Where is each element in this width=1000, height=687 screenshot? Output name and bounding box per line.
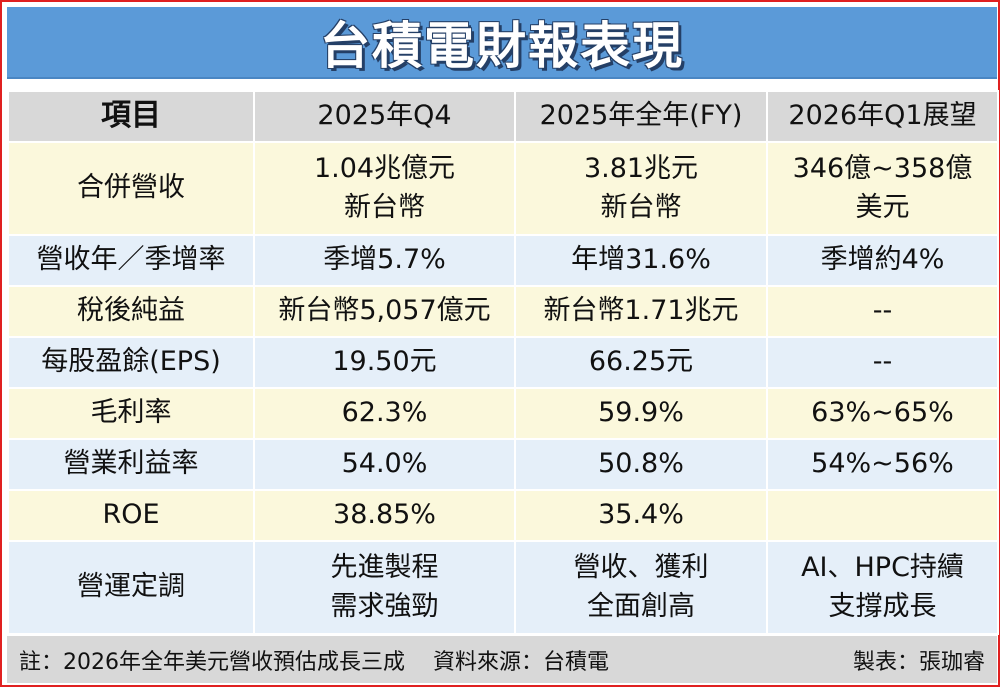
table-row-revenue: 合併營收 1.04兆億元 新台幣 3.81兆元 新台幣 346億~358億 美元 [7,141,999,236]
cell-q4: 先進製程 需求強勁 [253,540,516,635]
cell-line: 1.04兆億元 [313,153,456,185]
row-label: 合併營收 [7,141,255,236]
cell-line: 3.81兆元 [583,153,699,185]
table-row-net-income: 稅後純益 新台幣5,057億元 新台幣1.71兆元 -- [7,285,999,338]
table-row-roe: ROE 38.85% 35.4% [7,489,999,542]
cell-fy: 營收、獲利 全面創高 [514,540,768,635]
row-label: ROE [7,489,255,542]
cell-q4: 新台幣5,057億元 [253,285,516,338]
table-row-operating-margin: 營業利益率 54.0% 50.8% 54%~56% [7,438,999,491]
cell-fy: 50.8% [514,438,768,491]
row-label: 營業利益率 [7,438,255,491]
cell-line: 新台幣 [344,191,425,223]
cell-q1 [766,489,999,542]
cell-fy: 66.25元 [514,336,768,389]
cell-q4: 19.50元 [253,336,516,389]
cell-q1: AI、HPC持續 支撐成長 [766,540,999,635]
row-label: 稅後純益 [7,285,255,338]
table-header-row: 項目 2025年Q4 2025年全年(FY) 2026年Q1展望 [7,90,999,143]
source-credit: 資料來源：台積電 [433,649,610,675]
page-title: 台積電財報表現 [320,17,684,75]
cell-q1: 346億~358億 美元 [766,141,999,236]
footer-left: 註：2026年全年美元營收預估成長三成 資料來源：台積電 [19,644,637,676]
column-header-item: 項目 [7,90,255,143]
cell-q4: 54.0% [253,438,516,491]
cell-line: 全面創高 [587,590,695,622]
footer-notes: 註：2026年全年美元營收預估成長三成 資料來源：台積電 製表：張珈睿 [7,636,997,683]
cell-fy: 3.81兆元 新台幣 [514,141,768,236]
column-header-2025-q4: 2025年Q4 [253,90,516,143]
cell-fy: 新台幣1.71兆元 [514,285,768,338]
table-maker-credit: 製表：張珈睿 [852,649,985,675]
cell-q4: 38.85% [253,489,516,542]
cell-line: AI、HPC持續 [801,552,964,584]
cell-line: 美元 [855,191,910,223]
financial-table: 項目 2025年Q4 2025年全年(FY) 2026年Q1展望 合併營收 1.… [7,90,999,635]
cell-q1: 63%~65% [766,387,999,440]
table-row-outlook: 營運定調 先進製程 需求強勁 營收、獲利 全面創高 AI、HPC持續 支撐成長 [7,540,999,635]
cell-fy: 35.4% [514,489,768,542]
cell-line: 需求強勁 [330,590,439,622]
cell-q1: 季增約4% [766,234,999,287]
cell-line: 支撐成長 [828,590,937,622]
cell-fy: 59.9% [514,387,768,440]
cell-line: 新台幣 [600,191,682,223]
table-row-gross-margin: 毛利率 62.3% 59.9% 63%~65% [7,387,999,440]
column-header-2025-fy: 2025年全年(FY) [514,90,768,143]
row-label: 營運定調 [7,540,255,635]
table-row-growth-rate: 營收年／季增率 季增5.7% 年增31.6% 季增約4% [7,234,999,287]
row-label: 毛利率 [7,387,255,440]
table-row-eps: 每股盈餘(EPS) 19.50元 66.25元 -- [7,336,999,389]
cell-line: 營收、獲利 [573,552,709,584]
footnote: 註：2026年全年美元營收預估成長三成 [19,649,405,675]
cell-q4: 季增5.7% [253,234,516,287]
row-label: 營收年／季增率 [7,234,255,287]
cell-q1: -- [766,336,999,389]
cell-q4: 62.3% [253,387,516,440]
row-label: 每股盈餘(EPS) [7,336,255,389]
title-bar: 台積電財報表現 [7,7,997,79]
cell-q4: 1.04兆億元 新台幣 [253,141,516,236]
cell-fy: 年增31.6% [514,234,768,287]
cell-line: 346億~358億 [792,153,973,185]
cell-q1: -- [766,285,999,338]
cell-q1: 54%~56% [766,438,999,491]
cell-line: 先進製程 [330,552,439,584]
column-header-2026-q1-outlook: 2026年Q1展望 [766,90,999,143]
